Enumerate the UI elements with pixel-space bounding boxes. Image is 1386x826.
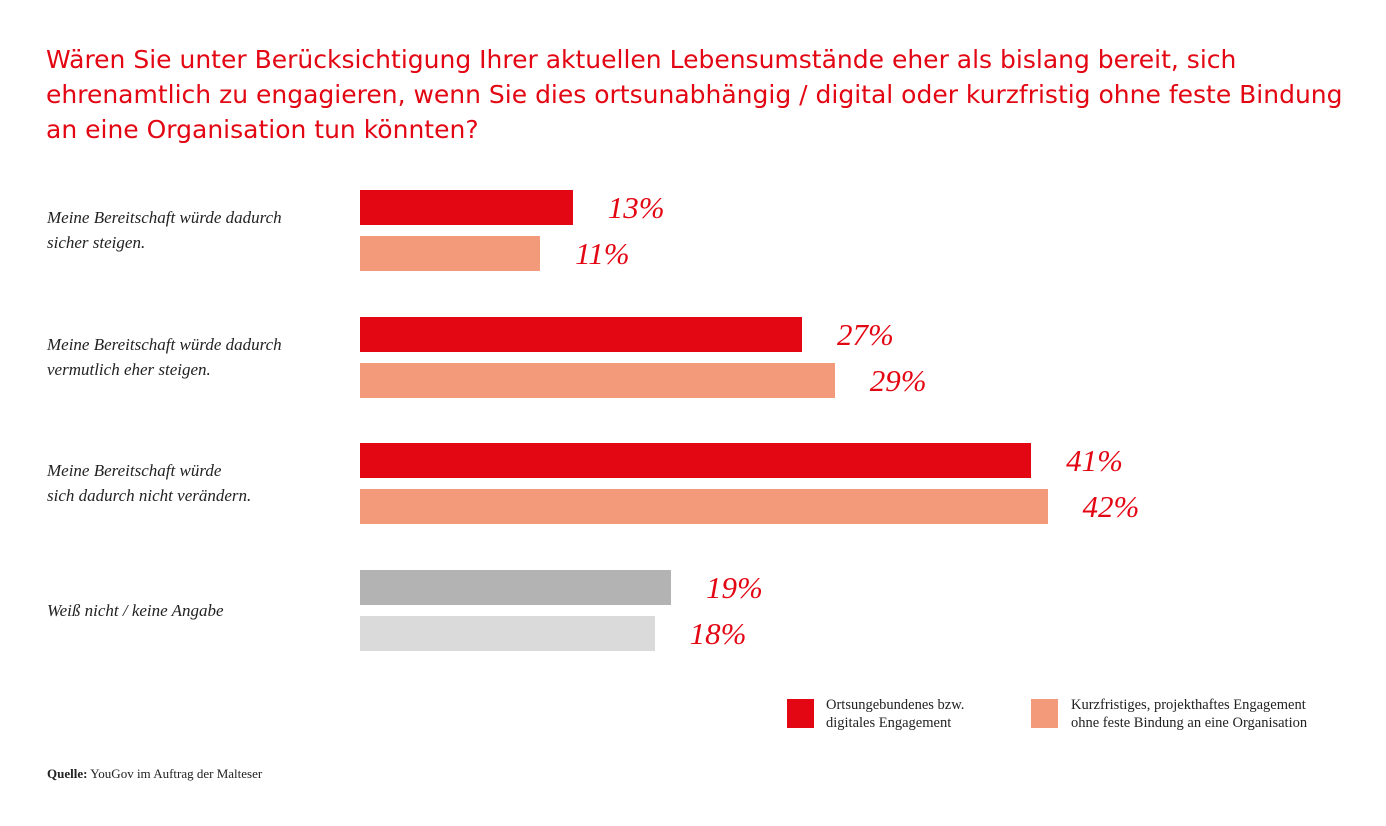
category-label: Meine Bereitschaft würde sich dadurch nic… — [47, 461, 252, 506]
bar — [360, 443, 1032, 479]
data-label: 11% — [575, 236, 630, 271]
bar — [360, 616, 655, 652]
bar — [360, 570, 672, 606]
bar — [360, 236, 541, 271]
data-label: 29% — [869, 362, 927, 398]
bar — [360, 362, 835, 398]
data-label: 27% — [836, 316, 894, 352]
legend-label: Kurzfristiges, projekthaftes Engagement o… — [1071, 697, 1308, 731]
legend-swatch — [1031, 699, 1058, 728]
source-text: YouGov im Auftrag der Malteser — [90, 766, 263, 781]
category-label: Meine Bereitschaft würde dadurch sicher s… — [47, 208, 282, 252]
data-label: 41% — [1066, 443, 1123, 479]
legend-swatch — [787, 699, 814, 728]
data-label: 13% — [607, 190, 665, 225]
data-label: 42% — [1082, 489, 1140, 525]
data-label: 19% — [706, 570, 763, 606]
source-label: Quelle: — [47, 766, 88, 781]
bar — [360, 316, 802, 352]
bar — [360, 489, 1048, 525]
legend-label: Ortsungebundenes bzw. digitales Engagemen… — [826, 697, 965, 731]
data-label: 18% — [689, 616, 747, 652]
category-label: Weiß nicht / keine Angabe — [47, 600, 224, 620]
category-label: Meine Bereitschaft würde dadurch vermutli… — [47, 334, 282, 379]
chart-title: Wären Sie unter Berücksichtigung Ihrer a… — [46, 45, 1343, 144]
bar — [360, 190, 573, 225]
source-note: Quelle: YouGov im Auftrag der Malteser — [47, 766, 262, 782]
